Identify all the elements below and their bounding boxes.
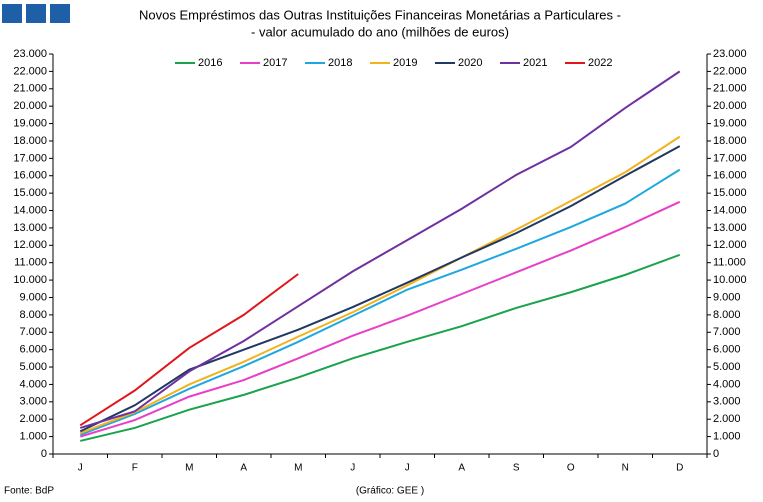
y-tick-label: 16.000	[13, 170, 47, 182]
legend-label: 2016	[198, 57, 222, 69]
x-tick-label: A	[240, 463, 247, 474]
y-tick-label: 2.000	[19, 413, 47, 425]
y-tick-label: 14.000	[13, 204, 47, 216]
y2-tick-label: 21.000	[713, 83, 747, 95]
series-line	[79, 70, 681, 429]
x-tick-label: A	[458, 463, 465, 474]
legend-label: 2022	[588, 57, 612, 69]
x-tick-label: F	[132, 463, 138, 474]
y-tick-label: 15.000	[13, 187, 47, 199]
y2-tick-label: 13.000	[713, 222, 747, 234]
y2-tick-label: 2.000	[713, 413, 741, 425]
y2-tick-label: 14.000	[713, 204, 747, 216]
logo-block	[26, 4, 46, 23]
legend-label: 2019	[393, 57, 417, 69]
y-tick-label: 8.000	[19, 309, 47, 321]
source: Fonte: BdP	[4, 486, 54, 497]
legend-label: 2017	[263, 57, 287, 69]
x-tick-label: D	[676, 463, 683, 474]
x-tick-label: N	[622, 463, 629, 474]
y-tick-label: 19.000	[13, 117, 47, 129]
chart-title: Novos Empréstimos das Outras Instituiçõe…	[139, 7, 621, 22]
x-tick-label: M	[294, 463, 302, 474]
y2-tick-label: 20.000	[713, 100, 747, 112]
y2-tick-label: 11.000	[713, 257, 746, 269]
y-tick-label: 18.000	[13, 135, 47, 147]
y2-tick-label: 16.000	[713, 170, 747, 182]
y2-tick-label: 9.000	[713, 291, 741, 303]
y2-tick-label: 6.000	[713, 344, 741, 356]
y-tick-label: 17.000	[13, 152, 47, 164]
y2-tick-label: 7.000	[713, 326, 741, 338]
series-line	[79, 200, 681, 438]
y2-tick-label: 23.000	[713, 48, 747, 60]
y-tick-label: 12.000	[13, 239, 47, 251]
series-line	[79, 168, 681, 436]
legend-label: 2018	[328, 57, 352, 69]
chart-subtitle: - valor acumulado do ano (milhões de eur…	[251, 24, 509, 39]
x-tick-label: M	[185, 463, 193, 474]
y-tick-label: 22.000	[13, 65, 47, 77]
y2-tick-label: 17.000	[713, 152, 747, 164]
y2-tick-label: 22.000	[713, 65, 747, 77]
y-tick-label: 13.000	[13, 222, 47, 234]
x-tick-label: J	[405, 463, 410, 474]
y-tick-label: 1.000	[19, 431, 47, 443]
y-tick-label: 11.000	[14, 257, 47, 269]
y-tick-label: 10.000	[13, 274, 47, 286]
y2-tick-label: 12.000	[713, 239, 747, 251]
x-tick-label: J	[350, 463, 355, 474]
legend-label: 2020	[458, 57, 482, 69]
y-tick-label: 21.000	[13, 83, 47, 95]
y2-tick-label: 18.000	[713, 135, 747, 147]
y2-tick-label: 4.000	[713, 378, 741, 390]
y2-tick-label: 0	[713, 448, 719, 460]
series-line	[79, 145, 681, 433]
y2-tick-label: 5.000	[713, 361, 741, 373]
y2-tick-label: 10.000	[713, 274, 747, 286]
y-tick-label: 23.000	[13, 48, 47, 60]
y-tick-label: 9.000	[19, 291, 47, 303]
x-tick-label: O	[567, 463, 575, 474]
y-tick-label: 0	[41, 448, 47, 460]
series-line	[79, 135, 681, 435]
y2-tick-label: 19.000	[713, 117, 747, 129]
y2-tick-label: 8.000	[713, 309, 741, 321]
series-line	[80, 253, 681, 442]
y-tick-label: 4.000	[19, 378, 47, 390]
y2-tick-label: 3.000	[713, 396, 741, 408]
y-tick-label: 6.000	[19, 344, 47, 356]
x-tick-label: J	[78, 463, 83, 474]
y2-tick-label: 15.000	[713, 187, 747, 199]
series-line	[79, 273, 299, 427]
y2-tick-label: 1.000	[713, 431, 741, 443]
x-tick-label: S	[513, 463, 520, 474]
logo-block	[2, 4, 22, 23]
y-tick-label: 5.000	[19, 361, 47, 373]
y-tick-label: 3.000	[19, 396, 47, 408]
logo-block	[50, 4, 70, 23]
y-tick-label: 7.000	[19, 326, 47, 338]
credit: (Gráfico: GEE )	[356, 486, 424, 497]
y-tick-label: 20.000	[13, 100, 47, 112]
legend-label: 2021	[523, 57, 547, 69]
